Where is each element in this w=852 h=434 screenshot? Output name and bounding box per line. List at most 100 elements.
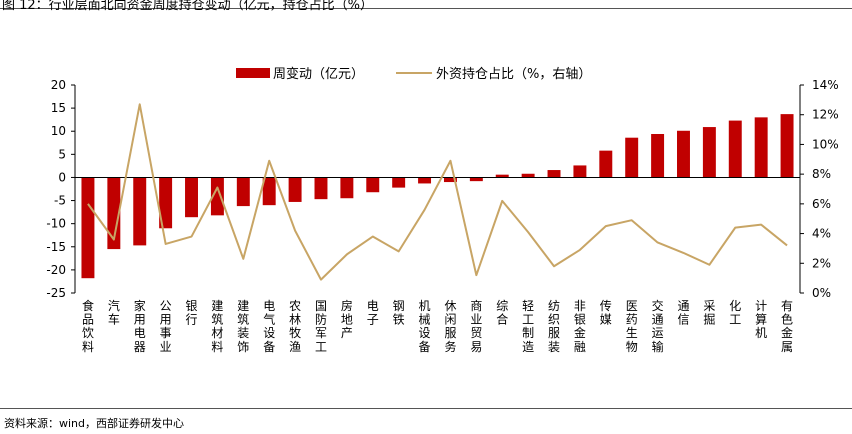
line-series — [87, 103, 788, 281]
bar — [418, 177, 432, 184]
category-char: 金 — [781, 325, 793, 340]
category-label: 银行 — [186, 299, 198, 327]
category-char: 运 — [652, 326, 664, 340]
category-label: 有色金属 — [781, 299, 793, 354]
category-char: 气 — [263, 312, 275, 327]
bar — [133, 177, 147, 246]
bar — [625, 137, 639, 178]
category-char: 务 — [444, 339, 456, 354]
category-char: 车 — [108, 312, 120, 327]
category-char: 融 — [574, 340, 586, 354]
category-char: 计 — [755, 299, 767, 313]
right-tick-label: 10% — [812, 137, 839, 151]
category-char: 电 — [367, 299, 379, 313]
category-char: 汽 — [108, 298, 120, 313]
category-char: 业 — [470, 313, 482, 327]
category-char: 产 — [341, 326, 353, 340]
category-char: 电 — [263, 299, 275, 313]
left-tick-label: -10 — [46, 217, 66, 231]
right-tick-label: 8% — [812, 167, 831, 181]
category-char: 工 — [522, 313, 534, 327]
top-rule — [0, 8, 852, 9]
category-char: 掘 — [703, 312, 715, 327]
bar — [314, 177, 328, 200]
bar — [573, 165, 587, 178]
category-label: 食品饮料 — [82, 298, 94, 354]
category-char: 易 — [470, 340, 482, 354]
category-char: 制 — [522, 326, 534, 340]
category-char: 色 — [781, 313, 793, 327]
category-char: 农 — [289, 299, 301, 313]
category-label: 传媒 — [600, 298, 612, 327]
category-char: 采 — [703, 299, 715, 313]
bar — [159, 177, 173, 229]
bar — [443, 177, 457, 183]
bar — [469, 177, 483, 182]
figure-title: 图 12：行业层面北向资金周度持仓变动（亿元，持仓占比（%） — [2, 0, 374, 13]
category-label: 化工 — [729, 299, 741, 327]
category-char: 物 — [626, 340, 638, 354]
bar — [340, 177, 354, 199]
category-label: 房地产 — [341, 298, 353, 340]
category-char: 传 — [600, 298, 612, 313]
chart: 周变动（亿元） 外资持仓占比（%，右轴） 20 15 10 5 0 -5 -10 -15 -20… — [46, 66, 839, 354]
category-char: 器 — [134, 340, 146, 354]
category-char: 银 — [186, 299, 198, 313]
left-tick-label: -25 — [46, 286, 66, 300]
category-char: 非 — [574, 299, 586, 313]
category-label: 钢铁 — [393, 299, 405, 327]
bar — [288, 177, 302, 202]
category-char: 用 — [134, 313, 146, 327]
left-tick-label: 15 — [51, 101, 66, 115]
category-label: 汽车 — [108, 298, 120, 327]
category-char: 服 — [548, 326, 560, 340]
bar — [651, 134, 665, 178]
category-char: 备 — [419, 340, 431, 354]
category-char: 工 — [729, 313, 741, 327]
category-char: 综 — [496, 299, 508, 313]
category-char: 媒 — [600, 313, 612, 327]
category-label: 医药生物 — [626, 299, 638, 354]
category-label: 计算机 — [755, 299, 767, 340]
right-tick-label: 6% — [812, 197, 831, 211]
category-char: 用 — [160, 313, 172, 327]
category-label: 国防军工 — [315, 299, 327, 354]
category-char: 装 — [548, 340, 560, 354]
left-tick-label: 0 — [58, 170, 66, 184]
category-char: 公 — [160, 299, 172, 313]
category-char: 合 — [496, 312, 508, 327]
bar — [185, 177, 198, 218]
category-label: 非银金融 — [574, 299, 586, 354]
category-char: 铁 — [393, 313, 405, 327]
legend-bar-swatch — [236, 68, 270, 78]
category-char: 牧 — [289, 326, 301, 340]
legend: 周变动（亿元） 外资持仓占比（%，右轴） — [236, 66, 591, 82]
category-char: 筑 — [237, 312, 249, 327]
right-tick-label: 14% — [812, 78, 839, 92]
category-char: 设 — [419, 326, 431, 340]
category-char: 家 — [134, 298, 146, 313]
bar — [392, 177, 406, 188]
category-char: 信 — [677, 313, 689, 327]
bar — [366, 177, 380, 193]
category-char: 渔 — [289, 340, 301, 354]
category-char: 生 — [626, 326, 638, 340]
category-char: 设 — [263, 326, 275, 340]
category-char: 医 — [626, 299, 638, 313]
category-char: 有 — [781, 299, 793, 313]
bar — [210, 177, 224, 216]
category-char: 品 — [82, 313, 94, 327]
category-label: 机械设备 — [419, 299, 431, 354]
category-label: 农林牧渔 — [289, 299, 301, 354]
category-char: 装 — [237, 326, 249, 340]
category-char: 材 — [211, 326, 223, 340]
category-char: 服 — [444, 326, 456, 340]
bottom-rule — [0, 408, 852, 409]
category-label: 交通运输 — [652, 298, 664, 354]
left-tick-label: 20 — [51, 78, 66, 92]
bar — [81, 177, 95, 279]
category-char: 药 — [626, 313, 638, 327]
category-char: 贸 — [470, 326, 482, 340]
bar — [495, 174, 509, 178]
category-char: 纺 — [548, 299, 560, 313]
